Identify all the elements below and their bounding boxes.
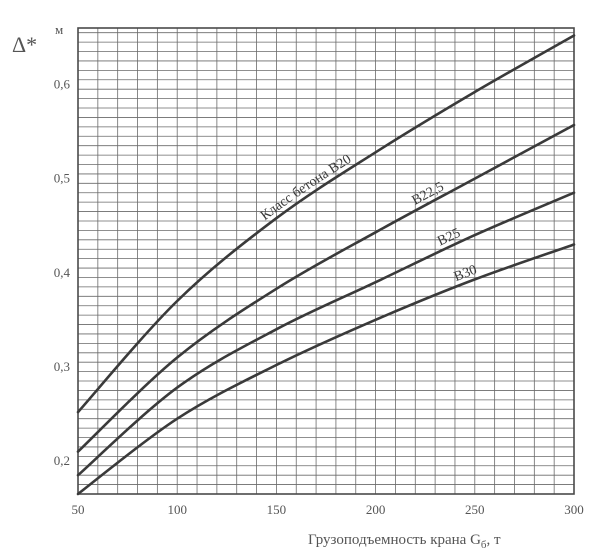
x-axis-label-unit: , т xyxy=(487,532,502,548)
y-tick-label: 0,5 xyxy=(54,171,70,186)
series-line xyxy=(76,123,576,453)
series-label: В25 xyxy=(435,226,463,250)
x-axis-label-text: Грузоподъемность крана G xyxy=(308,532,481,548)
x-tick-label: 100 xyxy=(167,502,187,517)
grid xyxy=(78,28,574,494)
x-tick-label: 200 xyxy=(366,502,386,517)
x-tick-label: 50 xyxy=(72,502,85,517)
x-axis-label: Грузоподъемность крана Gб, т xyxy=(308,532,501,551)
x-tick-label: 300 xyxy=(564,502,584,517)
plot-frame xyxy=(77,27,575,495)
series-label: Класс бетона В20 xyxy=(258,152,354,224)
series-line xyxy=(76,243,576,496)
x-tick-label: 150 xyxy=(267,502,287,517)
y-tick-label: 0,3 xyxy=(54,359,70,374)
y-axis-unit: м xyxy=(55,22,63,37)
y-tick-label: 0,6 xyxy=(54,76,71,91)
y-axis-symbol: Δ* xyxy=(12,32,37,57)
x-tick-label: 250 xyxy=(465,502,485,517)
y-tick-labels: 0,2 0,3 0,4 0,5 0,6 xyxy=(54,76,71,468)
series-line xyxy=(76,191,576,477)
series-line xyxy=(76,34,576,414)
y-tick-label: 0,4 xyxy=(54,265,71,280)
x-tick-labels: 50 100 150 200 250 300 xyxy=(72,502,584,517)
series-lines xyxy=(76,34,576,496)
x-axis-label-subscript: б xyxy=(481,539,487,551)
y-tick-label: 0,2 xyxy=(54,453,70,468)
